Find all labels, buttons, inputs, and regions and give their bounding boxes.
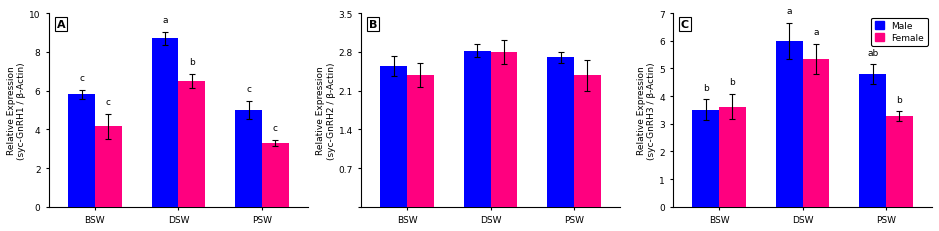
Bar bbox=[407, 76, 434, 207]
Text: b: b bbox=[189, 58, 194, 67]
Text: c: c bbox=[106, 98, 111, 107]
Text: A: A bbox=[56, 20, 66, 30]
Bar bbox=[776, 42, 803, 207]
Bar bbox=[95, 127, 122, 207]
Text: b: b bbox=[897, 95, 902, 104]
Bar bbox=[262, 143, 288, 207]
Bar bbox=[719, 107, 746, 207]
Text: b: b bbox=[703, 83, 709, 92]
Y-axis label: Relative Expression
(syc-GnRH2 / β-Actin): Relative Expression (syc-GnRH2 / β-Actin… bbox=[316, 62, 335, 159]
Text: c: c bbox=[79, 73, 84, 82]
Bar bbox=[574, 76, 601, 207]
Y-axis label: Relative Expression
(syc-GnRH1 / β-Actin): Relative Expression (syc-GnRH1 / β-Actin… bbox=[7, 62, 26, 159]
Bar bbox=[490, 53, 517, 207]
Bar bbox=[886, 117, 913, 207]
Bar bbox=[464, 52, 490, 207]
Bar bbox=[69, 95, 95, 207]
Bar bbox=[152, 39, 178, 207]
Bar bbox=[235, 110, 262, 207]
Legend: Male, Female: Male, Female bbox=[871, 18, 928, 46]
Bar bbox=[692, 110, 719, 207]
Bar bbox=[859, 75, 886, 207]
Text: a: a bbox=[813, 28, 819, 37]
Text: ab: ab bbox=[867, 48, 878, 57]
Bar bbox=[803, 60, 829, 207]
Bar bbox=[547, 58, 574, 207]
Text: c: c bbox=[272, 124, 278, 133]
Text: a: a bbox=[787, 7, 792, 16]
Text: B: B bbox=[369, 20, 377, 30]
Text: c: c bbox=[246, 85, 251, 94]
Text: a: a bbox=[162, 16, 168, 25]
Text: b: b bbox=[730, 78, 735, 87]
Bar bbox=[178, 82, 205, 207]
Y-axis label: Relative Expression
(syc-GnRH3 / β-Actin): Relative Expression (syc-GnRH3 / β-Actin… bbox=[637, 62, 656, 159]
Bar bbox=[380, 66, 407, 207]
Text: C: C bbox=[681, 20, 689, 30]
